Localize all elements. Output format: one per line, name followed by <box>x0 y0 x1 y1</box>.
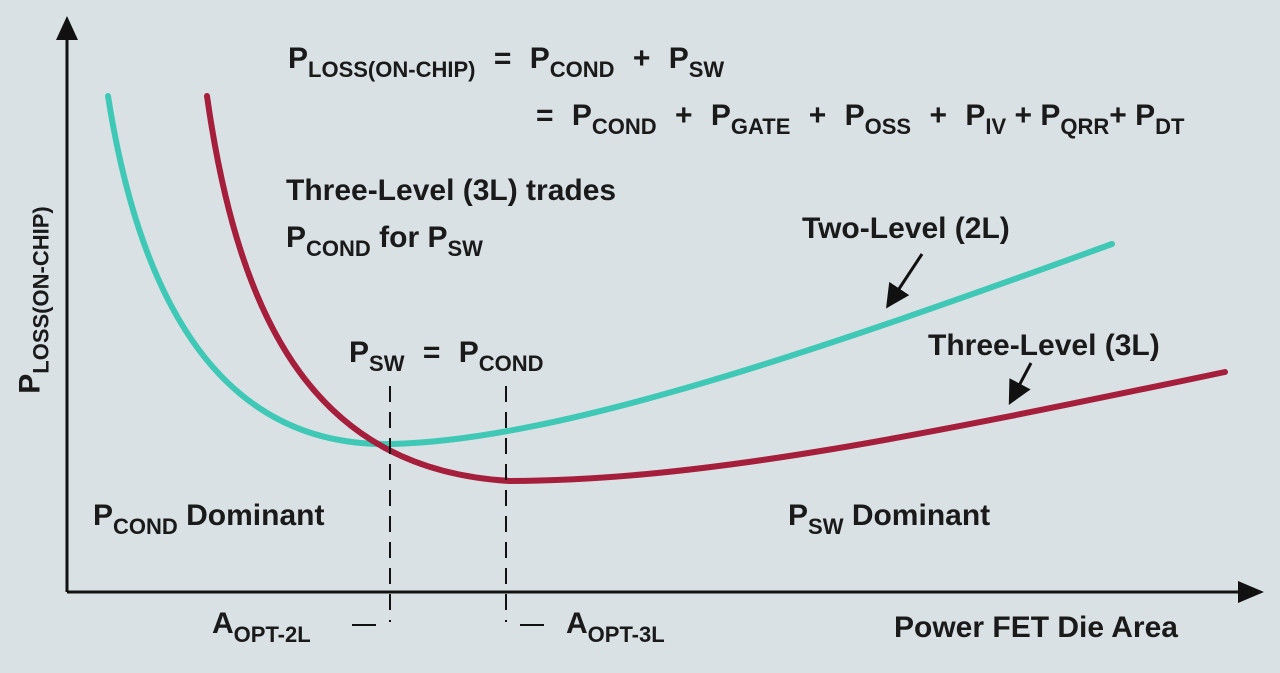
aopt-2l-label: AOPT-2L <box>212 607 311 647</box>
x-axis-label: Power FET Die Area <box>894 611 1178 644</box>
three-level-curve <box>204 93 1228 485</box>
equation-line-2: = PCOND + PGATE + POSS + PIV + PQRR+ PDT <box>536 99 1185 139</box>
trade-note-line-1: Three-Level (3L) trades <box>286 174 617 207</box>
trade-note-line-2: PCOND for PSW <box>286 221 483 261</box>
y-axis-label: PLOSS(ON-CHIP) <box>13 206 54 394</box>
two-level-pointer-arrow <box>886 253 924 309</box>
equation-line-1: PLOSS(ON-CHIP) = PCOND + PSW <box>288 42 725 82</box>
two-level-label: Two-Level (2L) <box>802 212 1010 245</box>
three-level-label: Three-Level (3L) <box>928 329 1160 362</box>
two-level-curve <box>105 93 1115 448</box>
balance-label: PSW = PCOND <box>349 336 544 376</box>
sw-dominant-label: PSW Dominant <box>788 499 991 539</box>
three-level-pointer-arrow <box>1008 362 1033 405</box>
aopt-3l-label: AOPT-3L <box>566 607 665 647</box>
x-axis-arrowhead <box>1238 581 1264 603</box>
y-axis-arrowhead <box>56 16 78 40</box>
cond-dominant-label: PCOND Dominant <box>93 499 325 539</box>
